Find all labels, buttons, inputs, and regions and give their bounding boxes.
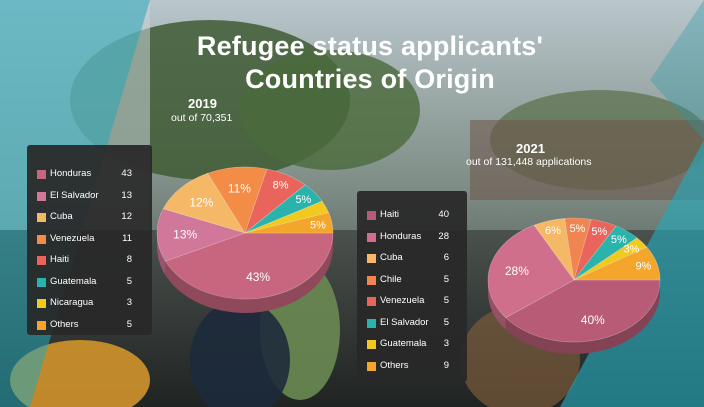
pie-slice (573, 237, 648, 281)
legend-label: Honduras (380, 230, 422, 242)
legend-swatch (367, 275, 376, 285)
legend-2019: Honduras 43 El Salvador 13 Cuba 12 Venezuela 11… (27, 145, 152, 335)
pie-slice-label: 5% (591, 226, 607, 238)
legend-value: 5 (126, 318, 132, 330)
legend-label: Cuba (380, 252, 403, 263)
pie-slice (573, 218, 617, 281)
legend-value: 11 (122, 232, 132, 244)
legend-swatch (37, 299, 46, 308)
pie-2021: 40%28%6% 5% 5%5%3%9% (487, 217, 661, 354)
pie-slice (207, 166, 268, 234)
pie-slice-label: 12% (189, 195, 213, 209)
legend-value: 43 (121, 168, 132, 179)
legend-swatch (37, 191, 46, 201)
legend-value: 3 (126, 297, 132, 308)
pie-slice-label: 5% (569, 223, 585, 235)
legend-label: Venezuela (50, 232, 95, 244)
legend-swatch (37, 320, 46, 330)
legend-swatch (37, 213, 46, 222)
pie-2019: 43% 13% 12% 11% 8% 5% 5% (156, 166, 334, 314)
legend-label: Haiti (380, 209, 400, 220)
legend-swatch (37, 256, 46, 265)
legend-swatch (37, 277, 46, 287)
pie-slice-label: 5% (310, 219, 326, 231)
legend-label: Nicaragua (50, 297, 94, 308)
pie-slice-label: 8% (273, 179, 289, 191)
pie-slice (487, 224, 575, 319)
legend-label: Venezuela (380, 295, 425, 306)
legend-value: 40 (438, 209, 449, 220)
year-2019-label: 2019 (188, 96, 217, 111)
legend-label: Others (50, 318, 79, 330)
pie-slice-label: 9% (635, 261, 651, 273)
pie-slice (505, 279, 661, 343)
year-2019-subtitle: out of 70,351 (171, 112, 233, 124)
pie-slice-label: 3% (623, 243, 639, 255)
pie-slice (564, 217, 592, 281)
pie-slice-label: 6% (545, 225, 561, 237)
legend-label: Others (380, 359, 409, 371)
pie-slice (162, 172, 246, 234)
legend-swatch (37, 234, 46, 244)
pie-slice-label: 5% (295, 194, 311, 206)
pie-slice (244, 200, 330, 234)
pie-slice (244, 168, 306, 234)
legend-swatch (37, 170, 46, 179)
legend-label: Cuba (50, 211, 73, 222)
pie-slice (244, 184, 323, 234)
pie-slice (244, 212, 334, 234)
legend-value: 6 (443, 252, 449, 263)
pie-slice-label: 11% (228, 181, 251, 195)
pie-slice (573, 246, 661, 281)
pie-slice-label: 43% (246, 270, 270, 284)
legend-label: Haiti (50, 254, 70, 265)
legend-value: 3 (443, 338, 449, 349)
legend-value: 9 (443, 359, 449, 371)
legend-label: Guatemala (380, 338, 427, 349)
pie-slice (533, 218, 575, 281)
legend-value: 5 (443, 295, 449, 306)
legend-value: 13 (121, 189, 132, 201)
legend-value: 8 (126, 254, 132, 265)
pie-side (488, 280, 660, 354)
legend-2021: Haiti 40 Honduras 28 Cuba 6 Chile 5 Venezuela 5 El… (357, 191, 467, 382)
legend-label: El Salvador (380, 316, 429, 328)
legend-swatch (367, 318, 376, 328)
pie-slice (164, 232, 334, 300)
legend-value: 5 (126, 275, 132, 287)
legend-swatch (367, 254, 376, 263)
pie-slice-label: 13% (173, 227, 197, 241)
pie-slice (573, 225, 638, 281)
year-2021-label: 2021 (516, 141, 545, 156)
legend-value: 12 (121, 211, 132, 222)
legend-swatch (367, 211, 376, 220)
pie-slice-side (157, 233, 166, 276)
chart-title: Refugee status applicants' Countries of … (140, 30, 600, 96)
legend-swatch (367, 232, 376, 242)
pie-slice-label: 28% (505, 264, 529, 278)
pie-slice-side (505, 280, 660, 354)
legend-value: 28 (438, 230, 449, 242)
pie-slice-side (165, 233, 333, 314)
legend-swatch (367, 340, 376, 349)
legend-swatch (367, 297, 376, 306)
pie-slice-label: 40% (581, 313, 605, 327)
legend-label: El Salvador (50, 189, 99, 201)
legend-value: 5 (443, 316, 449, 328)
title-line-2: Countries of Origin (245, 64, 495, 94)
title-line-1: Refugee status applicants' (196, 31, 544, 61)
legend-value: 5 (443, 273, 449, 285)
pie-side (157, 233, 333, 314)
year-2021-subtitle: out of 131,448 applications (466, 156, 592, 168)
legend-swatch (367, 361, 376, 371)
pie-slice-label: 5% (611, 234, 627, 246)
legend-label: Chile (380, 273, 402, 285)
pie-slice-side (488, 280, 506, 330)
pie-slice (156, 208, 246, 262)
legend-label: Guatemala (50, 275, 97, 287)
legend-label: Honduras (50, 168, 92, 179)
